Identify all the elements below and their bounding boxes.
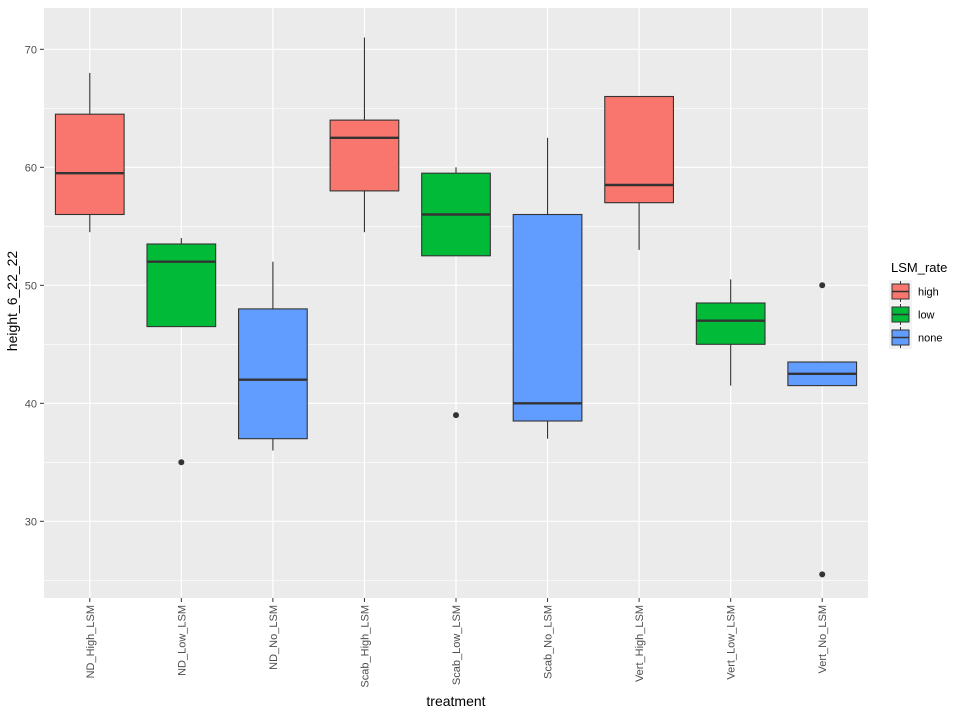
y-tick-label: 60 [25, 162, 37, 174]
box-body [238, 308, 308, 440]
box-Vert_Low_LSM [695, 279, 766, 386]
box-body [146, 243, 217, 328]
box-Scab_Low_LSM [421, 167, 491, 419]
y-axis-label: height_6_22_22 [4, 251, 20, 352]
outlier-point [819, 282, 826, 289]
box-Vert_No_LSM [787, 282, 858, 578]
x-tick-label: Vert_Low_LSM [726, 605, 738, 680]
y-tick-label: 70 [25, 44, 37, 56]
box-body [329, 119, 400, 192]
x-axis: ND_High_LSM ND_Low_LSM ND_No_LSM Scab_High_… [85, 598, 829, 688]
outlier-point [178, 459, 185, 466]
box-body [695, 302, 766, 345]
legend-item-none: none [889, 326, 942, 349]
outlier-point [819, 571, 826, 578]
boxes [54, 37, 858, 578]
box-body [604, 95, 674, 204]
x-axis-label: treatment [426, 693, 485, 709]
x-tick-label: Scab_Low_LSM [451, 605, 463, 685]
x-tick-label: Scab_High_LSM [359, 605, 371, 688]
y-tick-label: 30 [25, 516, 37, 528]
box-ND_Low_LSM [146, 238, 217, 466]
x-tick-label: ND_No_LSM [268, 605, 280, 670]
box-body [512, 213, 583, 422]
legend-title: LSM_rate [891, 260, 947, 275]
y-tick-label: 40 [25, 398, 37, 410]
y-tick-label: 50 [25, 280, 37, 292]
box-ND_High_LSM [54, 72, 125, 233]
legend-item-high: high [889, 280, 939, 303]
box-ND_No_LSM [238, 261, 308, 451]
x-tick-label: Vert_High_LSM [634, 605, 646, 682]
legend-item-low: low [889, 303, 935, 326]
x-tick-label: Vert_No_LSM [817, 605, 829, 673]
box-body [54, 113, 125, 216]
legend-label: high [918, 287, 939, 299]
legend-label: none [918, 333, 942, 345]
box-Vert_High_LSM [604, 95, 674, 250]
x-tick-label: ND_High_LSM [85, 605, 97, 678]
x-tick-label: ND_Low_LSM [176, 605, 188, 676]
x-tick-label: Scab_No_LSM [543, 605, 555, 679]
legend-label: low [918, 310, 935, 322]
y-axis: 30 40 50 60 70 [25, 44, 44, 528]
legend: LSM_rate high low none [889, 260, 947, 349]
box-Scab_High_LSM [329, 37, 400, 233]
box-Scab_No_LSM [512, 137, 583, 439]
outlier-point [453, 412, 459, 419]
